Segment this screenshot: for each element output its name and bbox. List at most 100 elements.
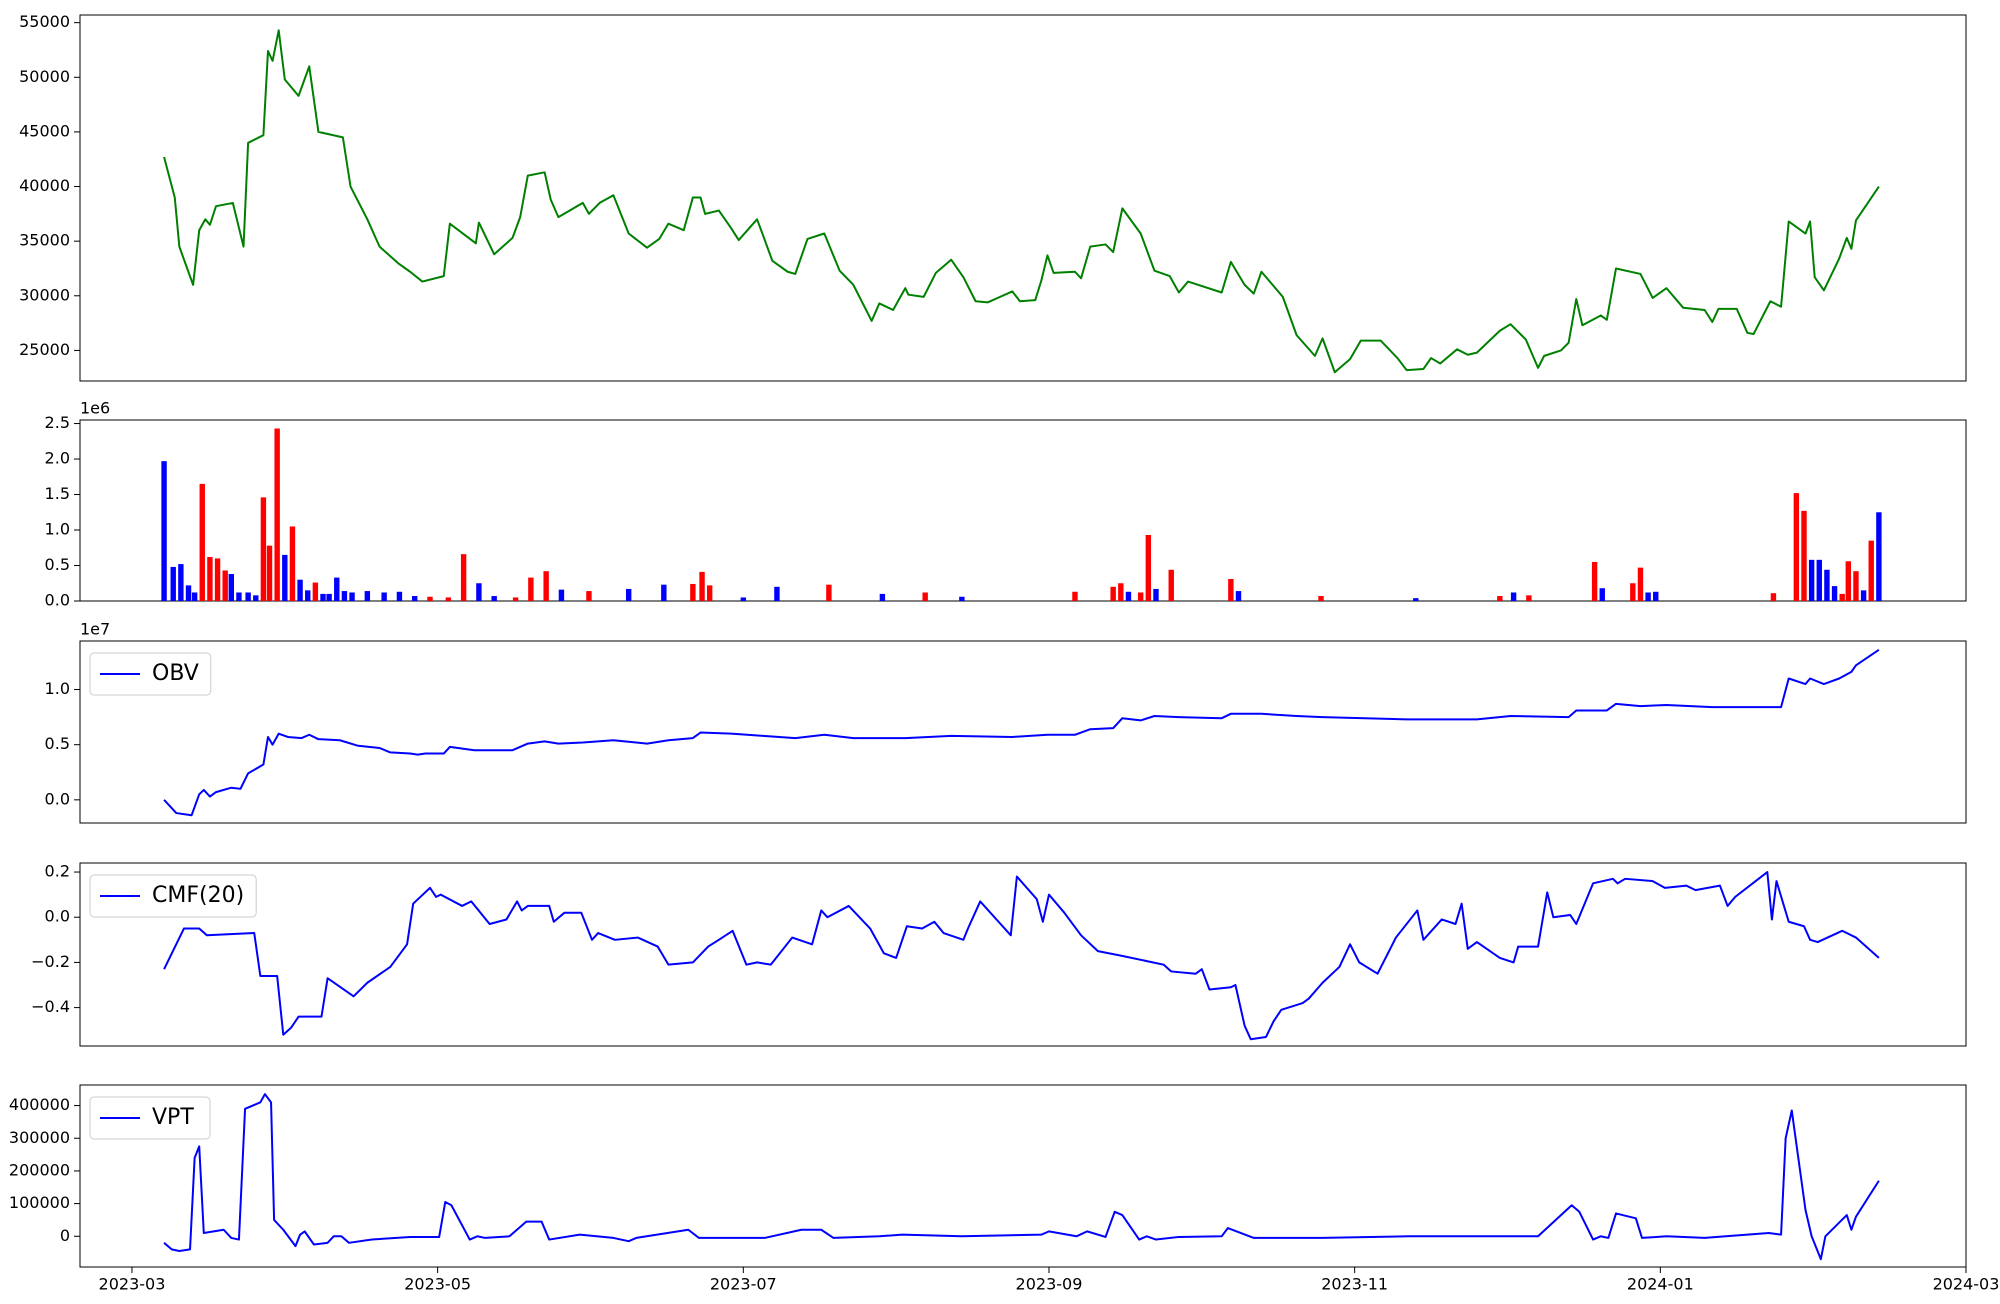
y-tick-label: 0.2 xyxy=(45,862,70,881)
legend-label: CMF(20) xyxy=(152,883,244,908)
volume-bar xyxy=(1770,593,1777,601)
y-tick-label: 0 xyxy=(60,1226,70,1245)
y-tick-label: 40000 xyxy=(19,176,70,195)
volume-bar xyxy=(341,591,348,601)
y-tick-label: 100000 xyxy=(9,1193,70,1212)
volume-bar xyxy=(543,571,549,601)
volume-bar xyxy=(170,566,176,601)
volume-bar xyxy=(1645,592,1651,601)
volume-bar xyxy=(706,585,713,601)
volume-bar xyxy=(1801,510,1807,601)
volume-bar xyxy=(690,583,696,601)
volume-bar xyxy=(427,596,433,601)
legend: VPT xyxy=(89,1096,211,1140)
y-tick-label: −0.2 xyxy=(31,952,70,971)
volume-bar xyxy=(1153,588,1159,601)
volume-bar xyxy=(1868,540,1874,601)
volume-bar xyxy=(1630,583,1636,601)
volume-bar xyxy=(1876,512,1882,601)
volume-bar xyxy=(1808,559,1815,601)
volume-bar xyxy=(445,597,452,601)
volume-bar xyxy=(161,461,167,601)
axis-offset-label: 1e7 xyxy=(80,620,110,639)
y-tick-label: 25000 xyxy=(19,340,70,359)
volume-bar xyxy=(245,592,251,601)
volume-bar xyxy=(491,596,497,601)
volume-bar xyxy=(879,593,886,601)
volume-bar xyxy=(214,558,221,601)
subplot: 0 100000 200000 300000 400000 2023-03 2023-05 2… xyxy=(9,1084,2000,1294)
volume-bar xyxy=(207,556,213,601)
volume-bar xyxy=(661,584,667,601)
legend-label: VPT xyxy=(152,1105,194,1130)
volume-bar xyxy=(289,526,296,601)
volume-bar xyxy=(1072,591,1078,601)
volume-bar xyxy=(512,597,519,601)
volume-bar xyxy=(326,593,332,601)
x-tick-label: 2024-03 xyxy=(1933,1275,2000,1294)
volume-bar xyxy=(349,592,355,601)
volume-bar xyxy=(699,571,705,601)
y-tick-label: 2.0 xyxy=(45,449,70,468)
data-line xyxy=(163,648,1880,817)
volume-bar xyxy=(1413,598,1419,601)
y-tick-label: 200000 xyxy=(9,1160,70,1179)
volume-bar xyxy=(199,483,205,601)
volume-bar xyxy=(959,596,965,601)
volume-bar xyxy=(1793,493,1800,601)
volume-bar xyxy=(1118,583,1124,601)
x-tick-label: 2023-11 xyxy=(1321,1275,1388,1294)
volume-bar xyxy=(826,584,832,601)
y-tick-label: 55000 xyxy=(19,12,70,31)
volume-bar xyxy=(222,570,228,601)
volume-bar xyxy=(236,592,242,601)
subplot: 25000 30000 35000 40000 45000 50000 55000 xyxy=(19,12,1967,382)
volume-bar xyxy=(381,592,387,601)
volume-bar xyxy=(1839,593,1845,601)
subplot: 0.0 0.5 1.0 1e7 OBV xyxy=(45,620,1967,824)
volume-bar xyxy=(1235,591,1242,601)
y-tick-label: 0.0 xyxy=(45,591,70,610)
volume-bar xyxy=(1824,569,1830,601)
y-tick-label: 1.5 xyxy=(45,484,70,503)
y-tick-label: 0.5 xyxy=(45,555,70,574)
volume-bar xyxy=(1853,571,1859,601)
y-tick-label: −0.4 xyxy=(31,997,70,1016)
volume-bar xyxy=(1510,592,1517,601)
volume-bar xyxy=(191,592,198,601)
volume-bar xyxy=(312,582,319,601)
legend-label: OBV xyxy=(152,661,199,686)
y-tick-label: 30000 xyxy=(19,285,70,304)
y-tick-label: 1.0 xyxy=(45,679,70,698)
subplot: 0.0 0.5 1.0 1.5 2.0 2.5 1e6 xyxy=(45,399,1967,610)
legend: CMF(20) xyxy=(89,874,257,918)
y-tick-label: 35000 xyxy=(19,231,70,250)
volume-bar xyxy=(266,545,273,601)
volume-bar xyxy=(1526,595,1532,601)
y-tick-label: 300000 xyxy=(9,1128,70,1147)
y-tick-label: 0.0 xyxy=(45,907,70,926)
y-tick-label: 50000 xyxy=(19,67,70,86)
x-tick-label: 2023-09 xyxy=(1016,1275,1083,1294)
volume-bar xyxy=(1591,561,1598,601)
volume-bar xyxy=(625,588,632,601)
volume-bar xyxy=(1637,567,1644,601)
y-tick-label: 0.0 xyxy=(45,789,70,808)
legend: OBV xyxy=(89,652,212,696)
volume-bar xyxy=(1860,590,1867,601)
y-tick-label: 1.0 xyxy=(45,520,70,539)
plot-frame xyxy=(79,419,1967,602)
volume-bar xyxy=(1145,534,1152,601)
volume-bar xyxy=(528,577,534,601)
volume-bar xyxy=(1110,586,1116,601)
y-tick-label: 45000 xyxy=(19,121,70,140)
volume-bar xyxy=(1497,596,1503,601)
volume-bar xyxy=(1137,592,1144,601)
volume-bar xyxy=(282,554,288,601)
y-tick-label: 400000 xyxy=(9,1095,70,1114)
volume-bar xyxy=(185,585,192,601)
volume-bar xyxy=(412,596,418,601)
volume-bar xyxy=(1599,588,1605,601)
data-line xyxy=(163,871,1880,1041)
